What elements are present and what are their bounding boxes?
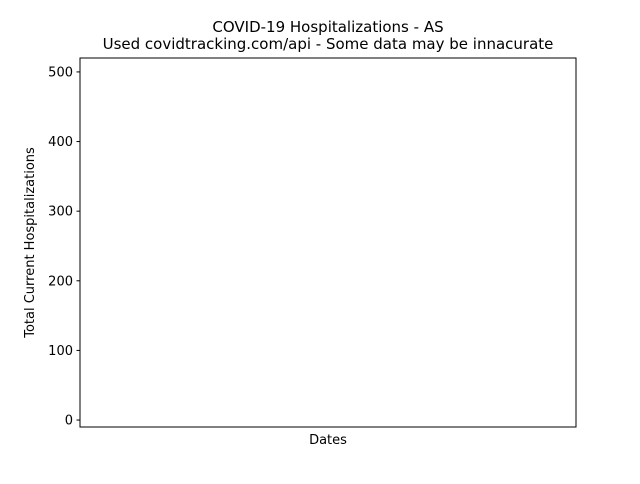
y-tick-label: 300 (48, 205, 73, 220)
x-axis-label: Dates (309, 433, 347, 448)
y-axis-label: Total Current Hospitalizations (23, 147, 38, 339)
y-tick-label: 200 (48, 274, 73, 289)
chart-title: COVID-19 Hospitalizations - AS (212, 18, 443, 36)
y-tick-label: 100 (48, 344, 73, 359)
y-tick-label: 0 (65, 414, 73, 429)
y-axis: 0 100 200 300 400 500 (48, 65, 80, 429)
plot-frame (79, 57, 577, 428)
chart-subtitle: Used covidtracking.com/api - Some data m… (103, 35, 554, 53)
y-tick-label: 400 (48, 135, 73, 150)
y-tick-label: 500 (48, 65, 73, 80)
